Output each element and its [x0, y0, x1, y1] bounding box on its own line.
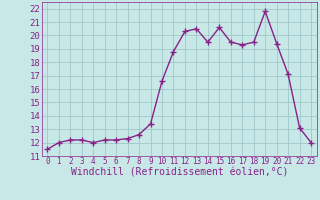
- X-axis label: Windchill (Refroidissement éolien,°C): Windchill (Refroidissement éolien,°C): [70, 168, 288, 178]
